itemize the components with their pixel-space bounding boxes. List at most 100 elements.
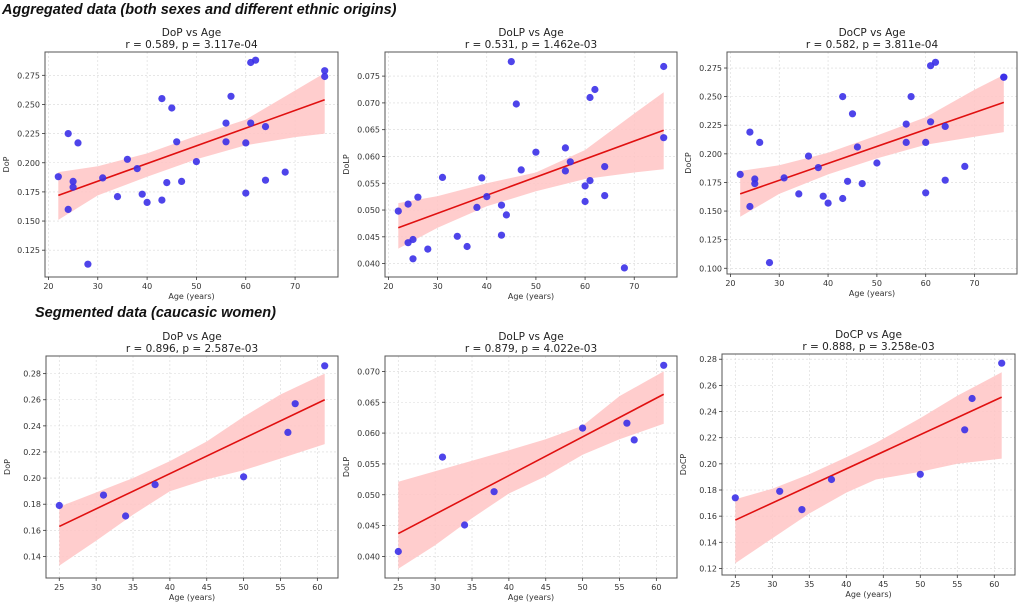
chart-subtitle: r = 0.888, p = 3.258e-03 [802,341,934,353]
y-axis-label: DoLP [342,457,351,478]
y-tick-label: 0.045 [357,233,380,242]
chart-subtitle: r = 0.879, p = 4.022e-03 [465,343,597,355]
chart-agg-docp: 20 30 40 50 60 70 0.100 0.125 0.150 0.175 0.200 0.2… [684,27,1018,298]
data-point [839,93,847,101]
data-point [512,100,520,108]
data-point [623,419,631,427]
y-tick-label: 0.050 [357,491,380,500]
y-axis-label: DoCP [684,152,693,174]
chart-agg-dolp: 20 30 40 50 60 70 0.040 0.045 0.050 0.055 0.060 0.0… [342,27,678,301]
y-tick-label: 0.18 [23,500,41,509]
axes-frame [721,353,1016,576]
x-tick-label: 45 [541,583,551,592]
data-point [64,205,72,213]
data-point [240,473,248,481]
y-axis-label: DoP [2,156,11,172]
x-axis-label: Age (years) [508,292,554,301]
data-point [64,130,72,138]
y-tick-label: 0.060 [357,152,380,161]
y-tick-label: 0.070 [357,367,380,376]
y-axis-label: DoLP [342,154,351,175]
y-tick-label: 0.065 [357,398,380,407]
data-point [660,134,668,142]
data-point [284,428,292,436]
y-tick-label: 0.20 [23,474,41,483]
x-tick-label: 45 [878,580,888,589]
x-tick-label: 55 [275,583,285,592]
data-point [173,138,181,146]
data-point [99,174,107,182]
y-tick-label: 0.250 [699,93,722,102]
data-point [731,494,739,502]
data-point [586,177,594,185]
y-tick-label: 0.22 [23,448,41,457]
data-point [824,199,832,207]
x-tick-label: 60 [989,580,999,589]
y-tick-label: 0.175 [17,188,40,197]
x-tick-label: 60 [651,583,661,592]
data-point [227,92,235,100]
data-point [192,158,200,166]
x-tick-label: 40 [142,282,152,291]
data-point [138,190,146,198]
data-point [858,180,866,188]
y-tick-label: 0.200 [17,159,40,168]
y-tick-label: 0.22 [699,434,717,443]
data-point [242,189,250,197]
y-tick-label: 0.125 [17,246,40,255]
x-tick-label: 40 [841,580,851,589]
data-point [751,180,759,188]
y-tick-label: 0.16 [23,526,41,535]
data-point [561,144,570,152]
data-point [601,163,609,171]
data-point [143,198,151,206]
axes-frame [45,355,339,579]
data-point [579,424,587,432]
data-point [490,488,498,496]
x-tick-label: 50 [872,279,882,288]
data-point [907,93,915,101]
y-tick-label: 0.250 [17,100,40,109]
x-tick-label: 20 [43,282,53,291]
data-point [414,193,422,201]
data-point [581,182,589,190]
data-point [961,162,969,170]
data-point [453,232,461,240]
plot-area [45,52,338,277]
axes-frame [384,51,678,278]
data-point [463,242,471,251]
chart-agg-dop: 20 30 40 50 60 70 0.125 0.150 0.175 0.200 0.225 0.2… [2,27,339,301]
y-tick-label: 0.28 [699,355,717,364]
data-point [222,119,230,127]
y-tick-label: 0.275 [699,64,722,73]
data-point [931,58,940,66]
data-point [247,119,255,127]
chart-title: DoCP vs Age [835,329,902,341]
confidence-band [398,371,664,569]
y-tick-label: 0.150 [17,217,40,226]
data-point [84,260,92,268]
y-axis-label: DoCP [679,454,688,476]
data-point [168,104,176,112]
y-tick-label: 0.12 [699,564,717,573]
x-tick-label: 60 [580,282,590,291]
data-point [242,139,250,147]
axes-frame [44,51,339,278]
data-point [566,158,574,166]
data-point [261,176,270,184]
y-tick-label: 0.24 [699,408,717,417]
data-point [756,138,764,146]
data-point [591,85,599,94]
chart-title: DoLP vs Age [498,27,563,39]
data-point [69,177,77,185]
chart-subtitle: r = 0.896, p = 2.587e-03 [126,343,258,355]
data-point [69,183,77,191]
y-tick-label: 0.040 [357,552,380,561]
y-tick-label: 0.055 [357,460,380,469]
data-point [736,170,744,178]
data-point [409,255,417,263]
y-tick-label: 0.24 [23,422,41,431]
chart-seg-docp: 25 30 35 40 45 50 55 60 0.12 0.14 0.16 0.18 0.20 0.22… [679,329,1016,599]
data-point [561,167,570,175]
